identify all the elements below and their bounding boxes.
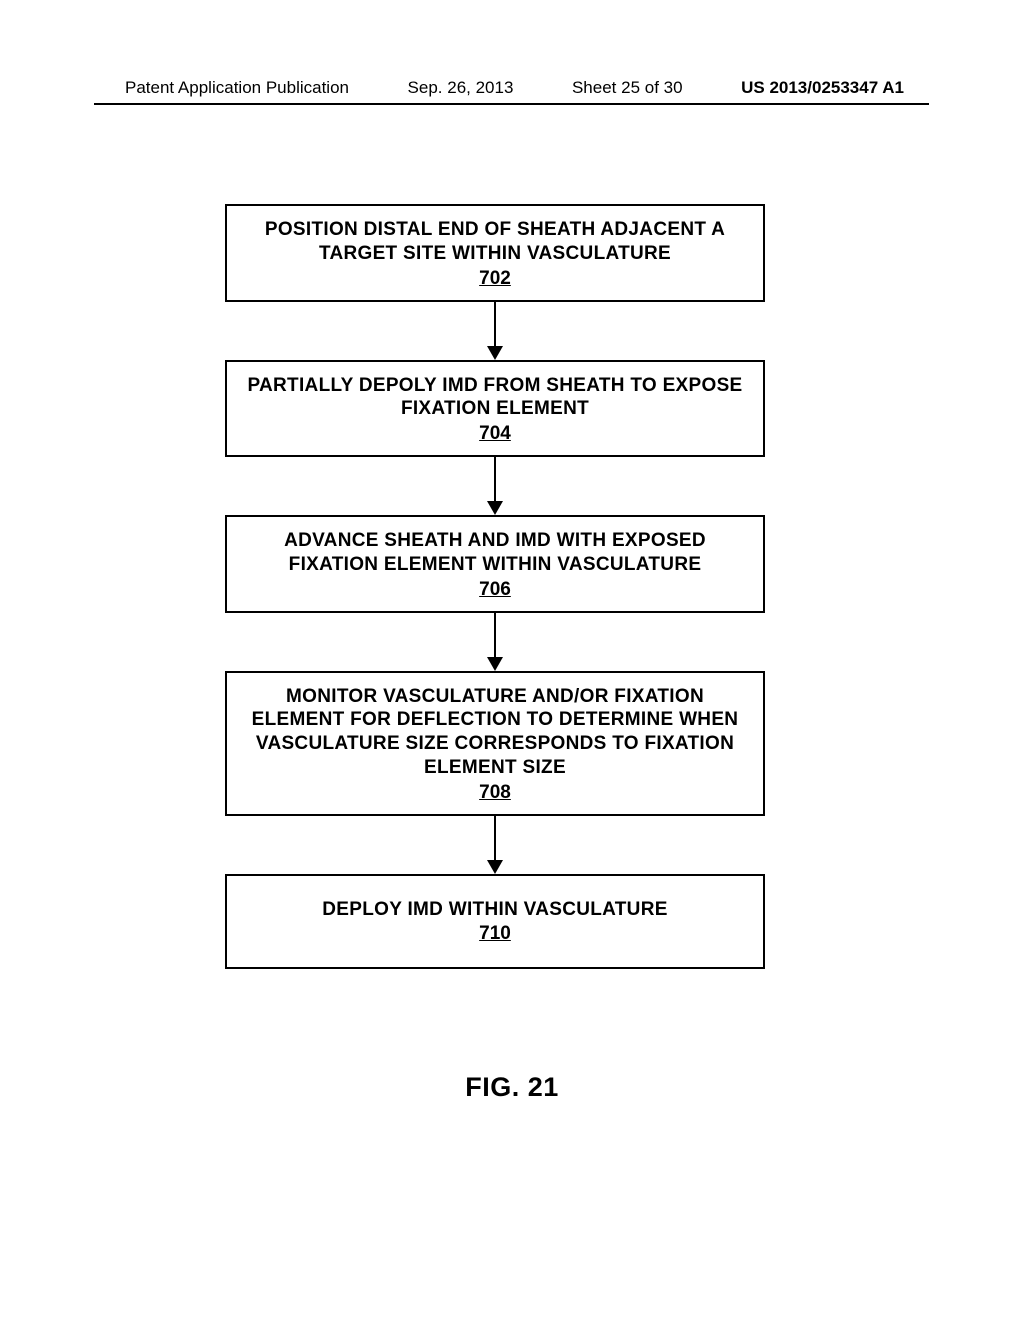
flow-step-text: DEPLOY IMD WITHIN VASCULATURE — [245, 898, 745, 922]
flow-step-text: POSITION DISTAL END OF SHEATH ADJACENT A… — [245, 218, 745, 266]
header-rule — [94, 103, 929, 105]
arrow-line — [494, 613, 496, 659]
arrow-line — [494, 302, 496, 348]
flow-step-704: PARTIALLY DEPOLY IMD FROM SHEATH TO EXPO… — [225, 360, 765, 458]
flowchart: POSITION DISTAL END OF SHEATH ADJACENT A… — [225, 204, 765, 969]
flow-step-ref: 710 — [245, 923, 745, 945]
arrow-head-icon — [487, 860, 503, 874]
arrow-head-icon — [487, 657, 503, 671]
flow-step-ref: 702 — [245, 268, 745, 290]
flow-step-ref: 704 — [245, 423, 745, 445]
flow-connector — [225, 457, 765, 515]
publication-number: US 2013/0253347 A1 — [741, 78, 904, 98]
page-header: Patent Application Publication Sep. 26, … — [0, 78, 1024, 98]
flow-connector — [225, 613, 765, 671]
arrow-head-icon — [487, 501, 503, 515]
arrow-line — [494, 816, 496, 862]
arrow-line — [494, 457, 496, 503]
arrow-head-icon — [487, 346, 503, 360]
flow-step-text: PARTIALLY DEPOLY IMD FROM SHEATH TO EXPO… — [245, 374, 745, 422]
flow-connector — [225, 302, 765, 360]
flow-step-text: ADVANCE SHEATH AND IMD WITH EXPOSED FIXA… — [245, 529, 745, 577]
flow-step-ref: 708 — [245, 782, 745, 804]
figure-label: FIG. 21 — [0, 1072, 1024, 1103]
publication-date: Sep. 26, 2013 — [408, 78, 514, 98]
flow-connector — [225, 816, 765, 874]
publication-type: Patent Application Publication — [125, 78, 349, 98]
flow-step-702: POSITION DISTAL END OF SHEATH ADJACENT A… — [225, 204, 765, 302]
page: Patent Application Publication Sep. 26, … — [0, 0, 1024, 1320]
flow-step-text: MONITOR VASCULATURE AND/OR FIXATION ELEM… — [245, 685, 745, 780]
flow-step-ref: 706 — [245, 579, 745, 601]
flow-step-710: DEPLOY IMD WITHIN VASCULATURE 710 — [225, 874, 765, 970]
flow-step-708: MONITOR VASCULATURE AND/OR FIXATION ELEM… — [225, 671, 765, 816]
flow-step-706: ADVANCE SHEATH AND IMD WITH EXPOSED FIXA… — [225, 515, 765, 613]
sheet-number: Sheet 25 of 30 — [572, 78, 683, 98]
